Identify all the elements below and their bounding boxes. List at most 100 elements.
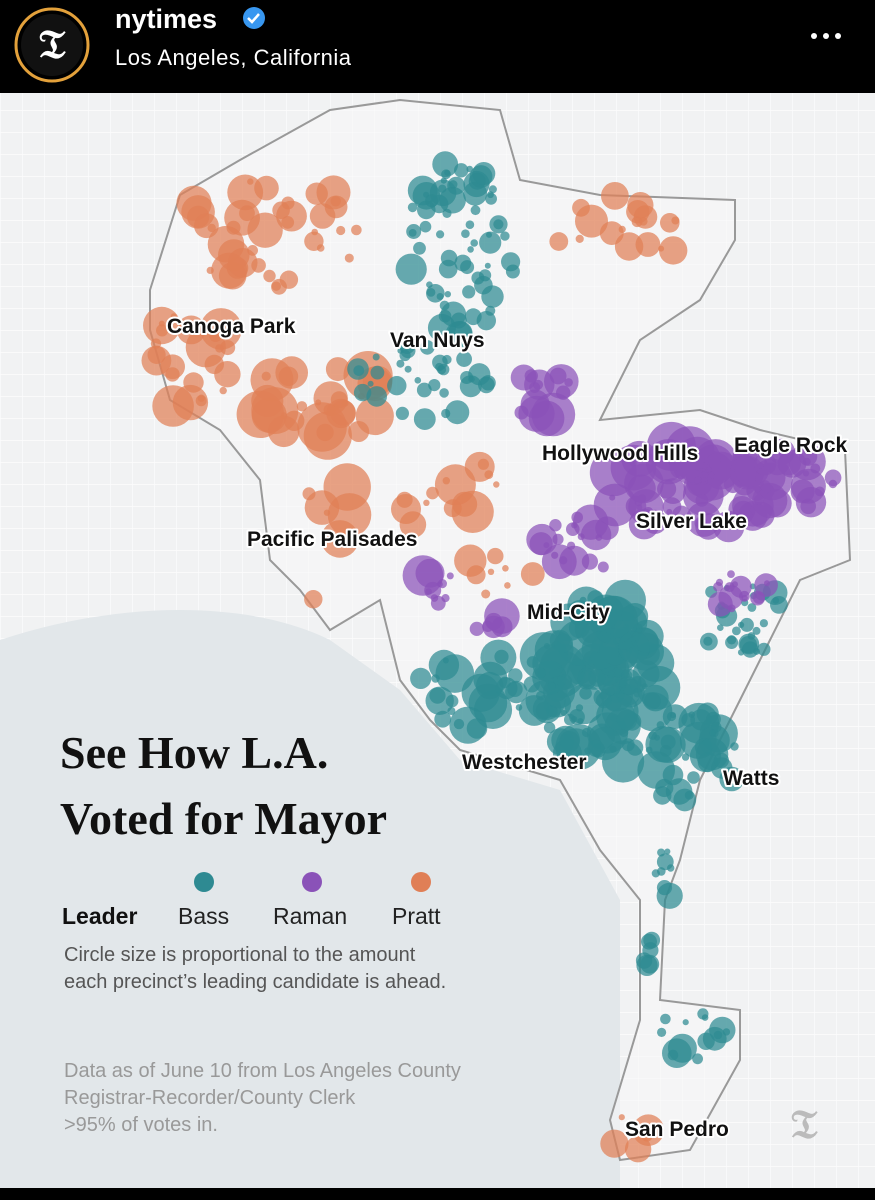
precinct-circle xyxy=(309,203,336,229)
precinct-circle xyxy=(400,343,416,359)
precinct-circle xyxy=(717,624,724,631)
precinct-circle xyxy=(435,654,475,693)
precinct-circle xyxy=(508,668,523,683)
precinct-circle xyxy=(442,354,452,365)
precinct-circle xyxy=(444,169,451,176)
precinct-circle xyxy=(404,365,412,373)
precinct-circle xyxy=(430,194,449,214)
precinct-circle xyxy=(763,489,792,518)
precinct-circle xyxy=(275,356,309,389)
source: >95% of votes in. xyxy=(64,1114,218,1136)
verified-check xyxy=(247,13,260,24)
location[interactable]: Los Angeles, California xyxy=(115,45,352,70)
story-ring[interactable] xyxy=(14,7,90,83)
precinct-circle xyxy=(445,400,470,425)
precinct-circle xyxy=(484,262,491,269)
precinct-circle xyxy=(597,561,609,573)
precinct-circle xyxy=(552,533,564,545)
precinct-circle xyxy=(621,670,633,681)
precinct-circle xyxy=(479,231,502,254)
precinct-circle xyxy=(263,269,276,283)
precinct-circle xyxy=(414,377,422,384)
precinct-circle xyxy=(660,213,680,233)
precinct-circle xyxy=(440,249,458,267)
precinct-circle xyxy=(500,231,510,241)
precinct-circle xyxy=(441,408,451,419)
precinct-circle xyxy=(206,266,214,274)
precinct-circle xyxy=(659,236,688,265)
precinct-circle xyxy=(618,631,650,664)
precinct-circle xyxy=(515,704,523,711)
precinct-circle xyxy=(573,504,609,540)
map-title: See How L.A. xyxy=(60,727,328,778)
precinct-circle xyxy=(194,213,219,239)
precinct-circle xyxy=(395,406,409,420)
precinct-circle xyxy=(649,726,686,763)
username[interactable]: nytimes xyxy=(115,4,217,34)
precinct-circle xyxy=(470,205,481,216)
precinct-circle xyxy=(753,494,765,505)
precinct-circle xyxy=(176,315,206,345)
precinct-circle xyxy=(777,451,801,476)
precinct-circle xyxy=(215,344,224,353)
precinct-circle xyxy=(727,604,736,613)
source: Registrar-Recorder/County Clerk xyxy=(64,1087,356,1109)
precinct-circle xyxy=(316,175,351,210)
precinct-circle xyxy=(330,391,348,408)
place-label: Pacific Palisades xyxy=(247,528,417,551)
precinct-circle xyxy=(574,616,588,630)
precinct-circle xyxy=(348,421,370,442)
precinct-circle xyxy=(372,353,380,361)
precinct-circle xyxy=(609,494,616,501)
precinct-circle xyxy=(395,253,427,285)
avatar-logo: 𝔗 xyxy=(39,22,67,67)
precinct-circle xyxy=(575,204,608,238)
place-label: Hollywood Hills xyxy=(542,442,698,465)
precinct-circle xyxy=(757,462,764,469)
precinct-circle xyxy=(824,469,842,487)
precinct-circle xyxy=(690,709,712,731)
precinct-circle xyxy=(626,739,644,756)
precinct-circle xyxy=(660,478,686,504)
more-button[interactable] xyxy=(811,33,841,39)
precinct-circle xyxy=(254,175,279,201)
precinct-circle xyxy=(660,1013,671,1025)
precinct-circle xyxy=(577,670,597,690)
precinct-circle xyxy=(656,853,674,871)
precinct-circle xyxy=(713,752,730,769)
precinct-circle xyxy=(667,1049,679,1061)
nyt-logo: 𝔗 xyxy=(791,1102,819,1147)
top-bar xyxy=(0,0,875,93)
precinct-circle xyxy=(633,692,673,732)
precinct-circle xyxy=(160,354,185,380)
place-label: Eagle Rock xyxy=(734,434,848,457)
precinct-circle xyxy=(440,301,467,327)
legend-item: Raman xyxy=(273,903,347,929)
precinct-circle xyxy=(441,594,450,603)
precinct-circle xyxy=(147,345,166,364)
precinct-circle xyxy=(518,395,555,432)
precinct-circle xyxy=(366,386,388,407)
precinct-circle xyxy=(657,1027,667,1037)
precinct-circle xyxy=(367,380,374,387)
avatar[interactable] xyxy=(21,14,83,76)
precinct-circle xyxy=(695,513,722,540)
precinct-circle xyxy=(302,487,316,501)
precinct-circle xyxy=(504,582,511,589)
precinct-circle xyxy=(619,676,638,695)
precinct-circle xyxy=(423,191,430,198)
precinct-circle xyxy=(645,1127,655,1137)
precinct-circle xyxy=(627,192,654,219)
precinct-circle xyxy=(549,232,569,251)
precinct-circle xyxy=(323,404,336,416)
precinct-circle xyxy=(464,308,482,326)
precinct-circle xyxy=(614,232,644,261)
precinct-circle xyxy=(446,572,454,580)
place-label: Silver Lake xyxy=(636,510,747,533)
precinct-circle xyxy=(795,487,827,518)
precinct-circle xyxy=(639,217,648,226)
precinct-circle xyxy=(219,386,227,395)
precinct-circle xyxy=(730,742,739,751)
precinct-circle xyxy=(426,284,445,303)
legend: Bass Raman Pratt xyxy=(178,872,441,929)
